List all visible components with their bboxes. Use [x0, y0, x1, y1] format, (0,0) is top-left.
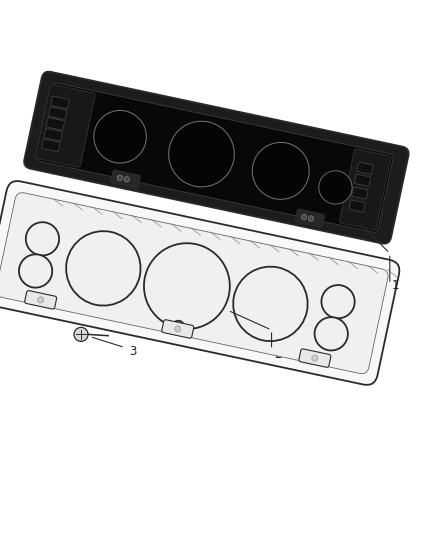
FancyBboxPatch shape: [25, 290, 57, 309]
FancyBboxPatch shape: [51, 96, 69, 109]
FancyBboxPatch shape: [352, 187, 368, 199]
Circle shape: [94, 110, 146, 163]
FancyBboxPatch shape: [357, 162, 373, 174]
Circle shape: [169, 121, 234, 187]
Text: 3: 3: [129, 345, 137, 358]
FancyBboxPatch shape: [339, 149, 391, 230]
Circle shape: [301, 214, 307, 220]
Circle shape: [144, 243, 230, 329]
FancyBboxPatch shape: [111, 170, 140, 188]
FancyBboxPatch shape: [299, 349, 331, 367]
Circle shape: [308, 216, 314, 221]
FancyBboxPatch shape: [0, 192, 388, 374]
Text: 1: 1: [392, 279, 399, 292]
FancyBboxPatch shape: [0, 181, 399, 385]
FancyBboxPatch shape: [162, 320, 194, 338]
Circle shape: [314, 317, 348, 351]
FancyBboxPatch shape: [49, 107, 67, 119]
FancyBboxPatch shape: [44, 128, 62, 141]
Circle shape: [74, 327, 88, 342]
FancyBboxPatch shape: [35, 84, 95, 167]
FancyBboxPatch shape: [37, 83, 393, 232]
Text: 2: 2: [274, 348, 281, 361]
FancyBboxPatch shape: [42, 139, 60, 152]
Circle shape: [312, 355, 318, 361]
Circle shape: [19, 254, 52, 288]
FancyBboxPatch shape: [354, 174, 371, 187]
FancyBboxPatch shape: [349, 200, 365, 212]
Circle shape: [66, 231, 141, 305]
Circle shape: [26, 222, 59, 255]
FancyBboxPatch shape: [24, 71, 409, 244]
Circle shape: [175, 326, 181, 332]
Circle shape: [252, 142, 309, 199]
Circle shape: [38, 297, 44, 303]
Circle shape: [173, 321, 184, 332]
Circle shape: [319, 171, 352, 204]
Circle shape: [117, 175, 123, 181]
FancyBboxPatch shape: [46, 118, 65, 130]
Circle shape: [124, 177, 129, 182]
Circle shape: [321, 285, 355, 318]
FancyBboxPatch shape: [295, 209, 325, 227]
Circle shape: [233, 266, 307, 341]
